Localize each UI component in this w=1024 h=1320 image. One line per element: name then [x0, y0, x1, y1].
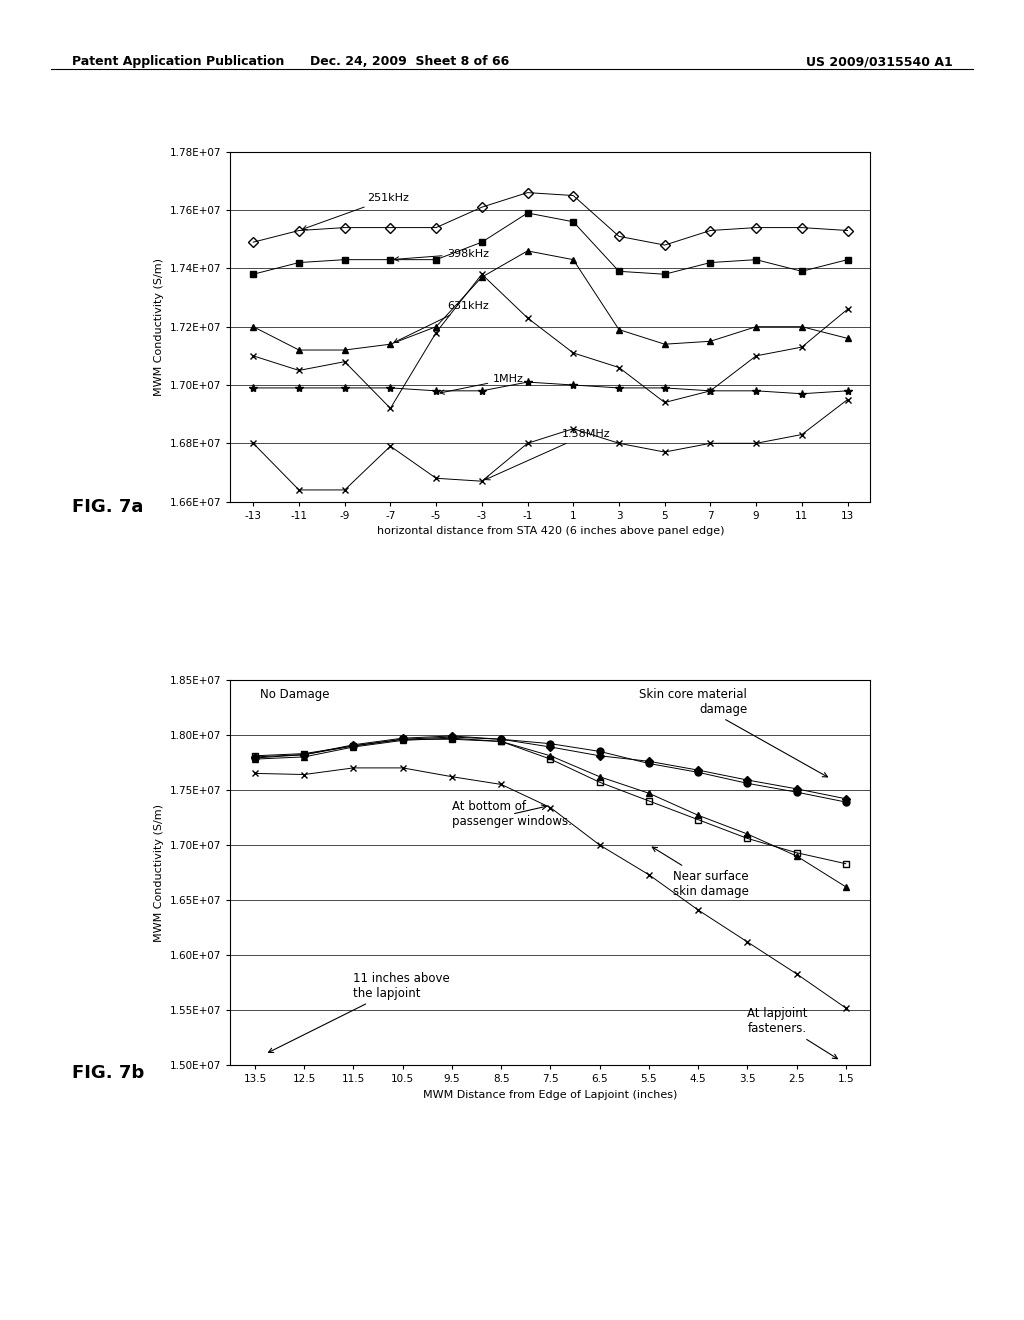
- Text: 11 inches above
the lapjoint: 11 inches above the lapjoint: [268, 972, 451, 1052]
- Text: 251kHz: 251kHz: [303, 193, 410, 230]
- Text: 398kHz: 398kHz: [394, 248, 489, 261]
- Text: Dec. 24, 2009  Sheet 8 of 66: Dec. 24, 2009 Sheet 8 of 66: [310, 55, 509, 69]
- Text: At lapjoint
fasteners.: At lapjoint fasteners.: [748, 1007, 838, 1059]
- Text: FIG. 7b: FIG. 7b: [72, 1064, 144, 1082]
- X-axis label: horizontal distance from STA 420 (6 inches above panel edge): horizontal distance from STA 420 (6 inch…: [377, 527, 724, 536]
- Text: FIG. 7a: FIG. 7a: [72, 498, 143, 516]
- Text: 1.58MHz: 1.58MHz: [485, 429, 610, 480]
- Text: Skin core material
damage: Skin core material damage: [639, 688, 827, 777]
- Text: At bottom of
passenger windows.: At bottom of passenger windows.: [452, 800, 571, 828]
- Y-axis label: MWM Conductivity (S/m): MWM Conductivity (S/m): [155, 804, 164, 941]
- X-axis label: MWM Distance from Edge of Lapjoint (inches): MWM Distance from Edge of Lapjoint (inch…: [423, 1090, 678, 1100]
- Y-axis label: MWM Conductivity (S/m): MWM Conductivity (S/m): [155, 257, 164, 396]
- Text: Near surface
skin damage: Near surface skin damage: [652, 847, 750, 898]
- Text: No Damage: No Damage: [260, 688, 330, 701]
- Text: 1MHz: 1MHz: [440, 374, 524, 395]
- Text: Patent Application Publication: Patent Application Publication: [72, 55, 284, 69]
- Text: 631kHz: 631kHz: [394, 301, 489, 343]
- Text: US 2009/0315540 A1: US 2009/0315540 A1: [806, 55, 952, 69]
